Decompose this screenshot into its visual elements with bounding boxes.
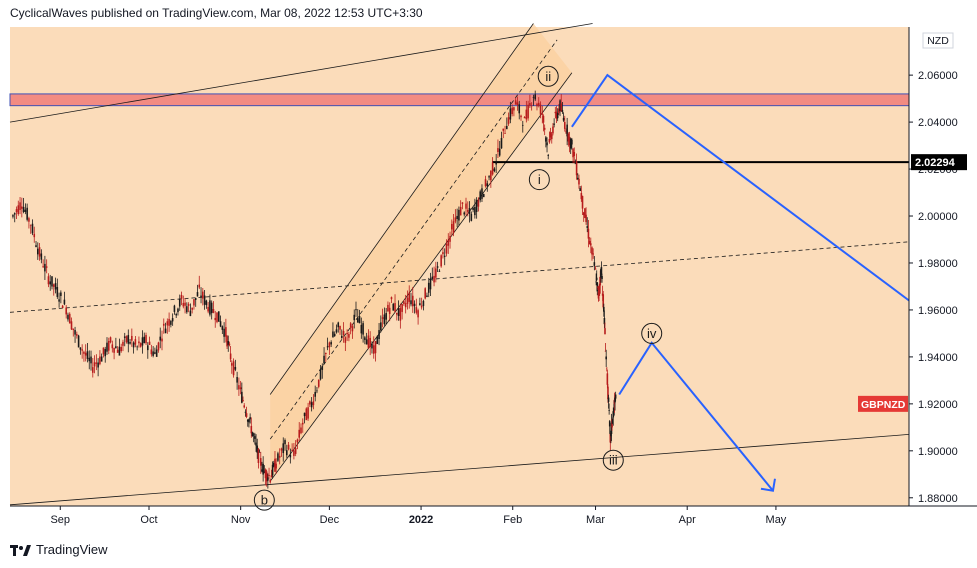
time-tick-label: Apr bbox=[679, 514, 696, 526]
price-tick-label: 2.04000 bbox=[918, 117, 958, 129]
footer-brand-text: TradingView bbox=[36, 542, 108, 557]
symbol-badge bbox=[858, 395, 908, 412]
last-price-label: 2.02294 bbox=[915, 157, 956, 169]
wave-label-circle bbox=[253, 489, 275, 511]
wave-label-circle bbox=[602, 449, 624, 471]
resistance-zone bbox=[9, 93, 910, 107]
projection-arrow-head bbox=[760, 478, 776, 492]
last-price-badge bbox=[911, 154, 967, 171]
price-tick-label: 1.92000 bbox=[918, 399, 958, 411]
published-header: CyclicalWaves published on TradingView.c… bbox=[10, 6, 423, 20]
wave-label: iv bbox=[647, 326, 657, 341]
price-tick-label: 1.88000 bbox=[918, 493, 958, 505]
outer-channel-lower-line bbox=[9, 434, 910, 506]
price-tick-label: 2.00000 bbox=[918, 211, 958, 223]
price-tick-label: 1.96000 bbox=[918, 305, 958, 317]
tradingview-logo-icon bbox=[10, 544, 31, 556]
footer-brand: TradingView bbox=[10, 542, 108, 557]
time-tick-label: Dec bbox=[320, 514, 340, 526]
projection-upper-path bbox=[571, 73, 910, 302]
price-tick-label: 1.98000 bbox=[918, 258, 958, 270]
rising-channel-upper-line bbox=[269, 23, 534, 395]
time-tick-label: 2022 bbox=[409, 514, 433, 526]
time-tick-label: Mar bbox=[586, 514, 605, 526]
time-tick-label: Nov bbox=[231, 514, 251, 526]
outer-channel-upper-line bbox=[9, 23, 593, 123]
dashed-trend-line bbox=[9, 241, 910, 313]
wave-label: iii bbox=[609, 453, 618, 468]
time-tick-label: Oct bbox=[140, 514, 157, 526]
currency-label: NZD bbox=[927, 35, 949, 47]
rising-channel-fill bbox=[270, 23, 572, 482]
wave-label: i bbox=[538, 172, 541, 187]
wave-label-circle bbox=[537, 65, 559, 87]
projection-lower-path bbox=[618, 341, 774, 492]
price-tick-label: 2.06000 bbox=[918, 70, 958, 82]
wave-label-circle bbox=[528, 169, 550, 191]
wave-label-circle bbox=[641, 322, 663, 344]
time-tick-label: Feb bbox=[503, 514, 522, 526]
currency-badge bbox=[922, 32, 954, 49]
time-tick-label: Sep bbox=[50, 514, 70, 526]
time-tick-label: May bbox=[766, 514, 787, 526]
price-tick-label: 1.90000 bbox=[918, 446, 958, 458]
symbol-badge-label: GBPNZD bbox=[861, 399, 906, 411]
plot-background bbox=[10, 27, 909, 506]
price-tick-label: 1.94000 bbox=[918, 352, 958, 364]
wave-label: ii bbox=[545, 69, 551, 84]
wave-label: b bbox=[261, 493, 268, 508]
rising-channel-lower-line bbox=[269, 72, 573, 482]
rising-channel-mid-line bbox=[269, 39, 558, 440]
